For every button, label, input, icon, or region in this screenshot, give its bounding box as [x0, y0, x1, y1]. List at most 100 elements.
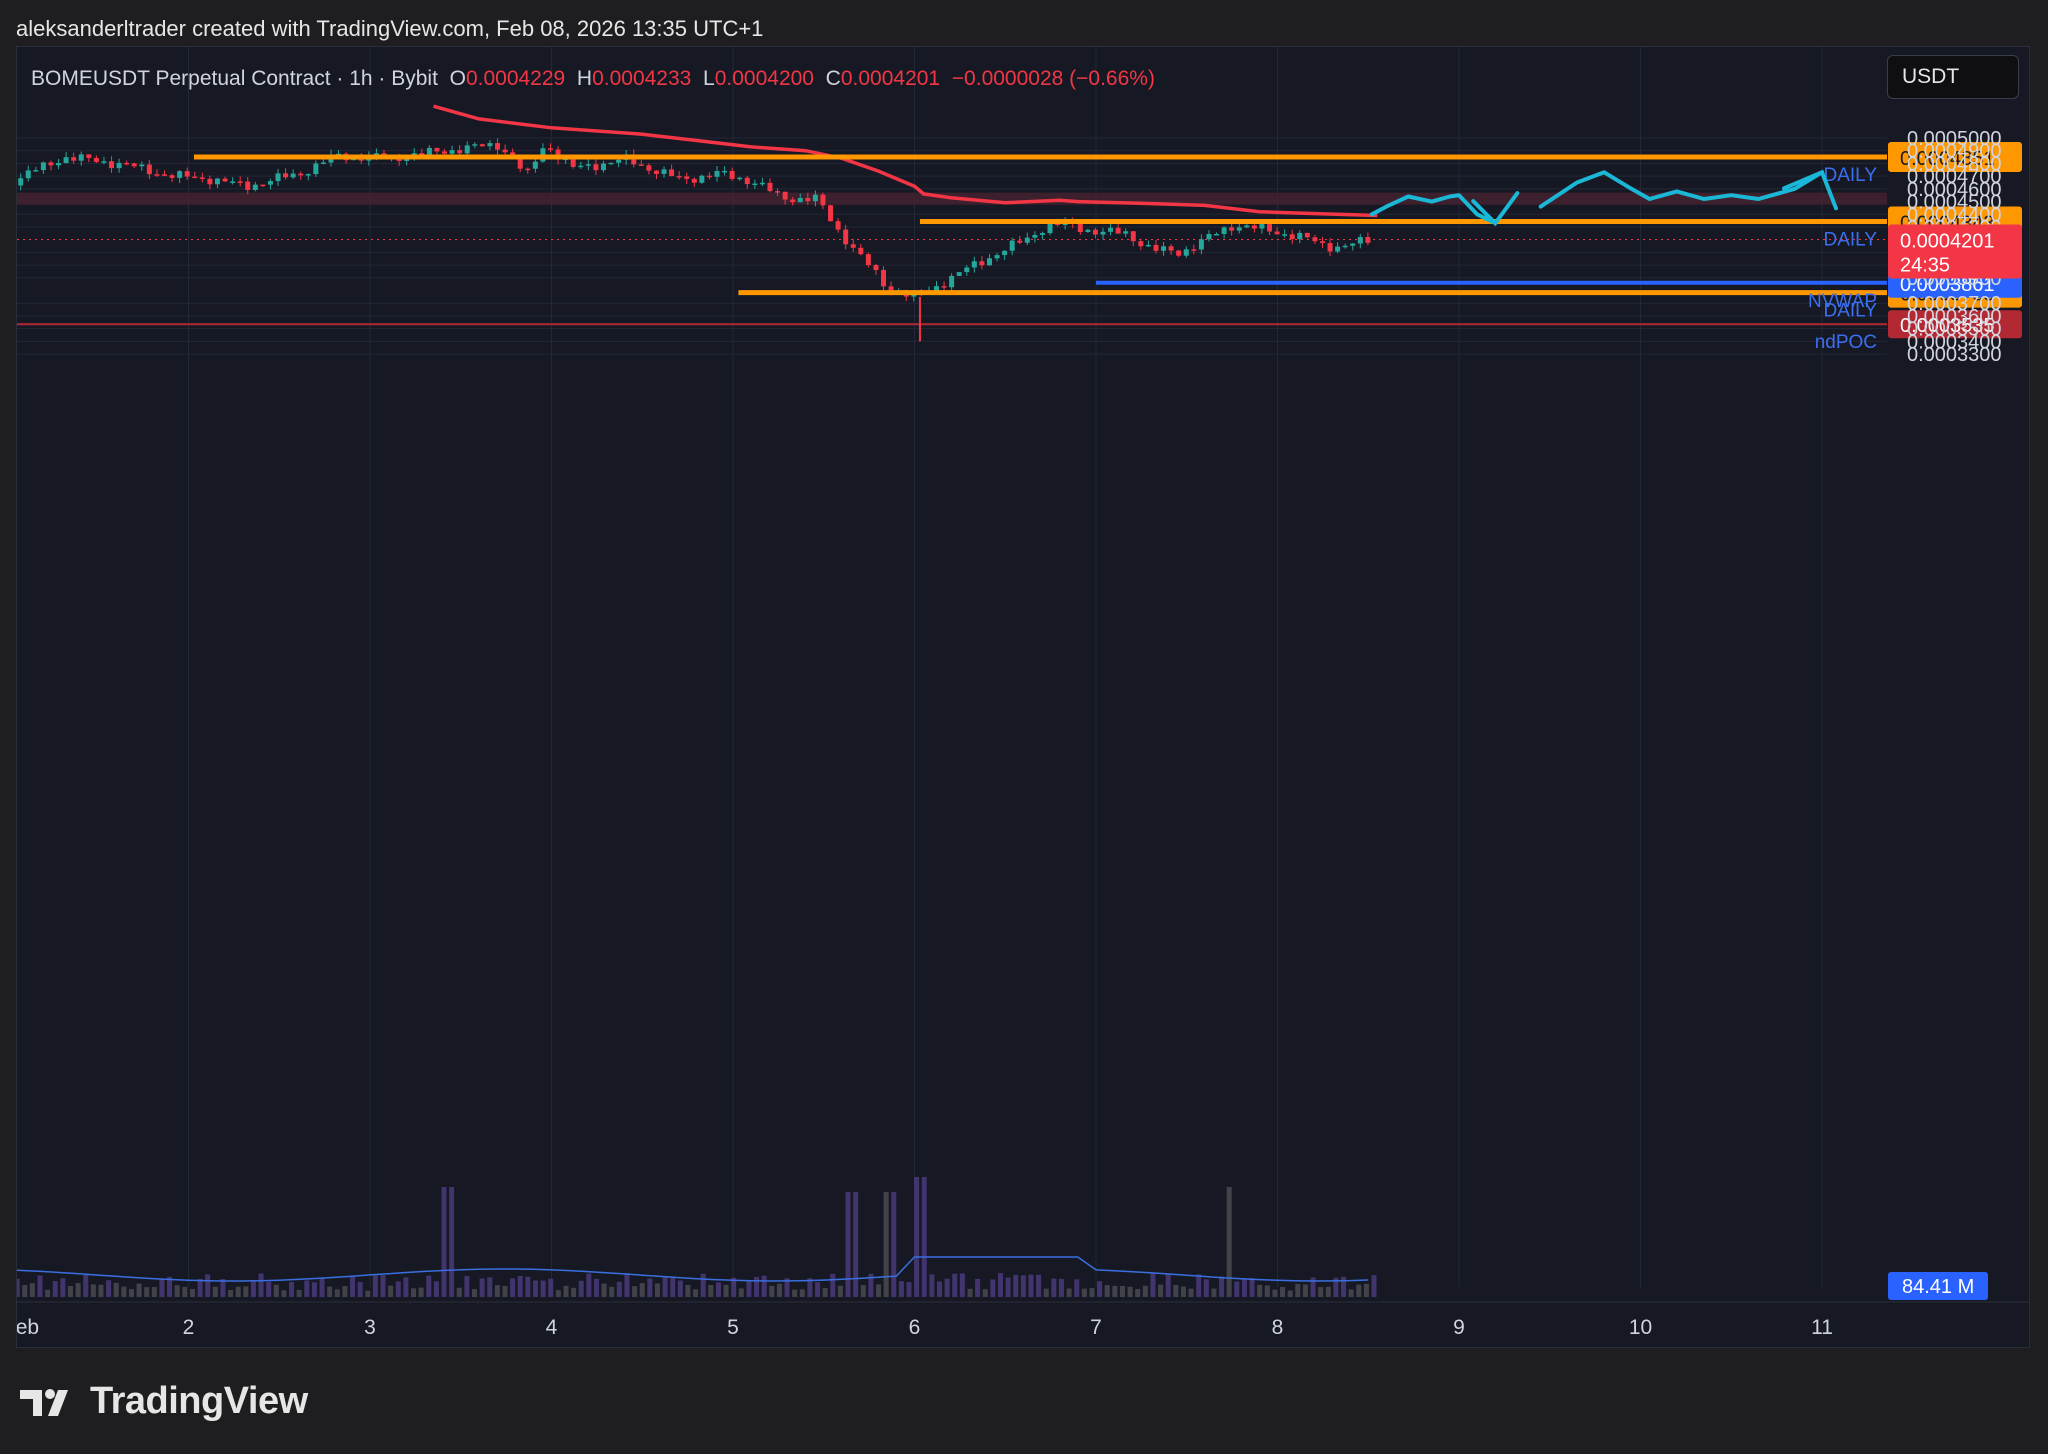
volume-bar: [1325, 1286, 1331, 1297]
volume-bar: [1310, 1277, 1316, 1297]
candle-body: [502, 149, 508, 153]
candle-body: [775, 191, 781, 193]
volume-bar: [906, 1282, 912, 1297]
daily-level-tag: DAILY: [1823, 230, 1877, 251]
candle-body: [1047, 222, 1053, 234]
candle-body: [464, 145, 470, 154]
attribution-text: aleksanderltrader created with TradingVi…: [16, 16, 764, 41]
candle-body: [1032, 234, 1038, 238]
high-value: 0.0004233: [592, 67, 692, 90]
candle-body: [676, 176, 682, 178]
candle-body: [1017, 240, 1023, 243]
volume-bar: [128, 1289, 134, 1297]
volume-bar: [708, 1284, 714, 1297]
volume-bar: [1363, 1283, 1369, 1297]
volume-bar: [868, 1273, 874, 1297]
symbol-name[interactable]: BOMEUSDT Perpetual Contract · 1h · Bybit: [31, 67, 438, 90]
y-axis-tick-label: 0.0005000: [1907, 128, 2002, 150]
candle-body: [873, 265, 879, 271]
candle-body: [260, 184, 266, 187]
candle-body: [1092, 229, 1098, 235]
volume-bar: [1020, 1275, 1026, 1297]
volume-bar: [944, 1278, 950, 1297]
volume-bar: [494, 1285, 500, 1297]
ndpoc-price-badge: [1888, 310, 2022, 339]
volume-bar: [822, 1287, 828, 1297]
volume-bar: [952, 1273, 958, 1297]
volume-bar: [761, 1275, 767, 1297]
volume-bar: [296, 1289, 302, 1297]
candle-body: [729, 170, 735, 179]
candle-body: [979, 261, 985, 266]
volume-bar: [174, 1285, 180, 1297]
volume-bar: [685, 1284, 691, 1297]
volume-bar: [411, 1288, 417, 1297]
x-axis-tick-label: 2: [183, 1316, 195, 1339]
y-axis-tick-label: 0.0004400: [1907, 204, 2002, 226]
volume-bar: [106, 1280, 112, 1297]
volume-bar: [1074, 1279, 1080, 1297]
candle-body: [419, 153, 425, 155]
candle-body: [699, 175, 705, 183]
volume-bar: [83, 1274, 89, 1297]
volume-bar: [1043, 1288, 1049, 1297]
volume-bar: [433, 1281, 439, 1297]
volume-bar: [449, 1187, 455, 1297]
volume-bar: [304, 1280, 310, 1297]
candle-body: [759, 182, 765, 185]
volume-bar: [144, 1287, 150, 1297]
candle-body: [1085, 229, 1091, 232]
volume-bar: [845, 1192, 851, 1297]
candle-body: [828, 205, 834, 222]
volume-bar: [860, 1285, 866, 1297]
volume-bar: [1058, 1278, 1064, 1297]
candle-body: [207, 178, 213, 185]
candle-body: [177, 171, 183, 178]
y-axis-tick-label: 0.0004600: [1907, 179, 2002, 201]
volume-bar: [1180, 1286, 1186, 1297]
volume-bar: [403, 1277, 409, 1297]
candle-body: [320, 162, 326, 164]
candle-body: [479, 144, 485, 147]
volume-bar: [883, 1192, 889, 1297]
volume-bar: [472, 1289, 478, 1297]
candle-body: [116, 162, 122, 169]
volume-bar: [593, 1278, 599, 1297]
volume-bar: [75, 1283, 81, 1297]
volume-bar: [1264, 1285, 1270, 1297]
candle-body: [442, 151, 448, 154]
candle-body: [646, 165, 652, 171]
daily-level-tag: DAILY: [1823, 165, 1877, 186]
candle-body: [1267, 224, 1273, 232]
price-chart[interactable]: DAILY0.0004851DAILY0.0004343DAILY0.00037…: [17, 47, 2029, 1347]
volume-bar: [1287, 1290, 1293, 1297]
candle-body: [971, 261, 977, 268]
candle-body: [472, 144, 478, 146]
volume-bar: [1142, 1285, 1148, 1297]
volume-bar: [98, 1284, 104, 1297]
candle-body: [881, 270, 887, 287]
candle-body: [1282, 234, 1288, 236]
forecast-path-1: [1369, 193, 1498, 226]
volume-bar: [1371, 1275, 1377, 1297]
candle-body: [850, 244, 856, 248]
candle-body: [570, 158, 576, 167]
volume-bar: [693, 1289, 699, 1297]
chart-panel[interactable]: DAILY0.0004851DAILY0.0004343DAILY0.00037…: [16, 46, 2030, 1348]
candle-body: [888, 286, 894, 294]
candle-body: [661, 169, 667, 174]
x-axis-tick-label: 6: [909, 1316, 921, 1339]
volume-bar: [799, 1289, 805, 1297]
candle-body: [752, 183, 758, 186]
candle-body: [1251, 225, 1257, 229]
tradingview-logo[interactable]: TradingView: [20, 1380, 308, 1423]
candle-body: [767, 182, 773, 192]
currency-selector-button[interactable]: USDT: [1887, 55, 2019, 99]
volume-bar: [1165, 1273, 1171, 1297]
volume-bar: [1302, 1284, 1308, 1297]
candle-body: [608, 162, 614, 165]
volume-bar: [250, 1281, 256, 1297]
volume-bar: [197, 1278, 203, 1297]
candle-body: [585, 164, 591, 166]
volume-bar: [1196, 1274, 1202, 1297]
